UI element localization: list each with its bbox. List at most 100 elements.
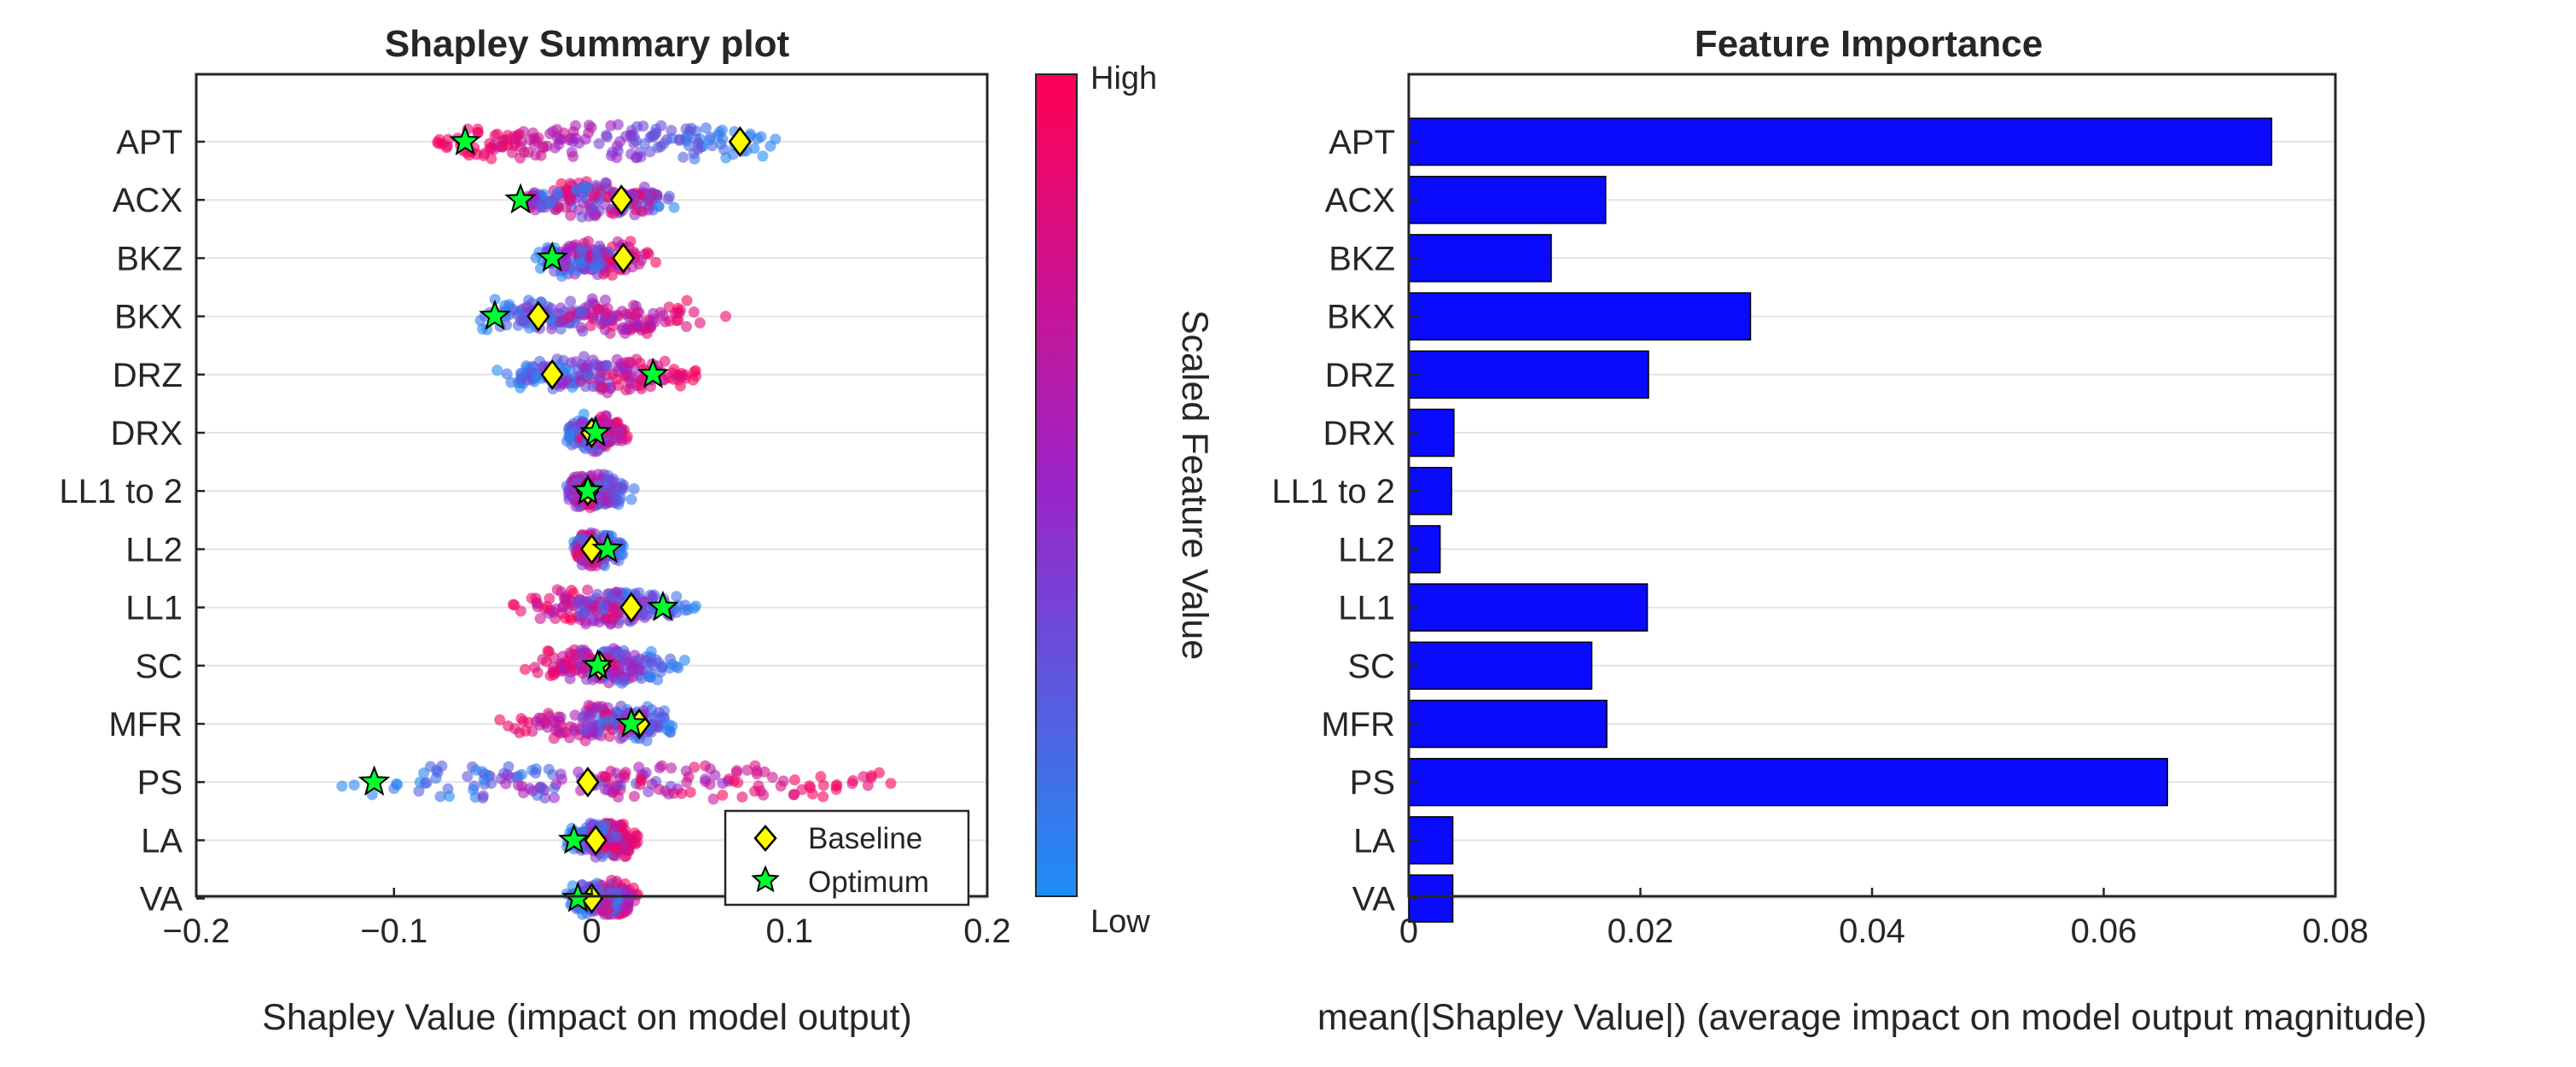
summary-point bbox=[668, 787, 680, 799]
summary-point bbox=[577, 325, 589, 337]
importance-bar-ps bbox=[1408, 757, 2168, 807]
summary-point bbox=[563, 432, 575, 444]
summary-point bbox=[620, 384, 632, 396]
optimum-marker-acx bbox=[504, 183, 537, 214]
summary-point bbox=[709, 769, 721, 781]
summary-point bbox=[518, 315, 530, 327]
summary-point bbox=[599, 294, 611, 306]
summary-point bbox=[672, 662, 684, 673]
summary-point bbox=[513, 128, 525, 140]
importance-feature-label-ll1-to-2: LL1 to 2 bbox=[1271, 473, 1395, 510]
summary-point bbox=[392, 778, 404, 790]
summary-point bbox=[618, 673, 629, 685]
summary-point bbox=[602, 359, 613, 371]
summary-point bbox=[533, 712, 545, 724]
summary-point bbox=[555, 316, 567, 328]
summary-point bbox=[678, 655, 690, 666]
summary-point bbox=[527, 785, 538, 796]
summary-point bbox=[654, 306, 666, 318]
importance-xtick-label: 0.02 bbox=[1608, 912, 1674, 950]
summary-point bbox=[597, 902, 609, 914]
legend-optimum-marker[interactable] bbox=[751, 865, 780, 893]
importance-feature-label-acx: ACX bbox=[1325, 182, 1395, 219]
summary-point bbox=[755, 131, 767, 143]
summary-point bbox=[507, 598, 519, 610]
summary-point bbox=[535, 201, 547, 213]
summary-point bbox=[503, 301, 515, 313]
importance-bar-bkx bbox=[1408, 292, 1752, 341]
summary-point bbox=[515, 713, 527, 725]
summary-point bbox=[590, 179, 602, 191]
summary-point bbox=[633, 587, 645, 598]
summary-point bbox=[594, 370, 606, 382]
summary-point bbox=[717, 790, 729, 801]
summary-point bbox=[625, 149, 637, 160]
summary-points-acx bbox=[521, 176, 680, 223]
importance-feature-label-drx: DRX bbox=[1323, 415, 1395, 452]
summary-point bbox=[575, 306, 587, 318]
summary-feature-label-bkz: BKZ bbox=[116, 240, 183, 277]
summary-point bbox=[559, 260, 571, 272]
summary-point bbox=[593, 616, 605, 628]
summary-markers bbox=[358, 125, 752, 914]
summary-point bbox=[489, 294, 501, 306]
summary-point bbox=[541, 600, 553, 612]
summary-point bbox=[613, 791, 624, 803]
summary-point bbox=[620, 886, 632, 898]
summary-point bbox=[631, 120, 643, 132]
importance-x-axis-label: mean(|Shapley Value|) (average impact on… bbox=[1317, 997, 2427, 1038]
summary-point bbox=[529, 662, 541, 673]
summary-point bbox=[503, 761, 515, 773]
summary-point bbox=[567, 136, 579, 148]
summary-point bbox=[491, 364, 503, 376]
importance-feature-label-ll2: LL2 bbox=[1338, 531, 1395, 568]
importance-bar-mfr bbox=[1408, 699, 1608, 749]
summary-point bbox=[730, 767, 742, 778]
importance-feature-label-bkz: BKZ bbox=[1329, 240, 1395, 277]
optimum-marker-drz bbox=[637, 357, 670, 388]
summary-point bbox=[477, 790, 489, 802]
summary-point bbox=[575, 257, 587, 269]
summary-point bbox=[610, 586, 622, 598]
summary-feature-label-mfr: MFR bbox=[108, 706, 183, 743]
summary-point bbox=[628, 790, 640, 802]
summary-point bbox=[672, 302, 683, 314]
summary-point bbox=[757, 150, 769, 162]
summary-point bbox=[707, 140, 718, 152]
summary-xtick-label: −0.1 bbox=[360, 912, 427, 950]
summary-point bbox=[654, 141, 666, 153]
summary-point bbox=[590, 560, 602, 572]
summary-point bbox=[641, 328, 653, 340]
summary-point bbox=[646, 778, 658, 790]
summary-point bbox=[520, 726, 532, 737]
summary-point bbox=[348, 779, 360, 791]
summary-point bbox=[565, 295, 577, 307]
summary-plot: Shapley Summary plot APT ACX BKZ BKX DRZ DRX L… bbox=[59, 23, 1215, 1038]
importance-bar-va bbox=[1408, 874, 1454, 923]
summary-point bbox=[583, 120, 595, 131]
summary-point bbox=[688, 306, 700, 318]
baseline-marker-acx bbox=[609, 184, 633, 216]
importance-bar-apt bbox=[1408, 117, 2273, 166]
summary-point bbox=[602, 303, 613, 315]
summary-point bbox=[604, 731, 616, 743]
summary-point bbox=[600, 819, 612, 831]
summary-point bbox=[858, 771, 869, 783]
importance-bar-sc bbox=[1408, 641, 1593, 691]
summary-x-ticks: −0.2 −0.1 0 0.1 0.2 bbox=[163, 888, 1011, 950]
summary-point bbox=[520, 360, 532, 372]
summary-point bbox=[544, 128, 555, 140]
summary-point bbox=[600, 771, 612, 783]
summary-point bbox=[602, 496, 613, 508]
summary-point bbox=[515, 152, 526, 164]
summary-point bbox=[515, 605, 526, 617]
summary-point bbox=[661, 724, 673, 736]
summary-point bbox=[617, 548, 629, 560]
summary-point bbox=[566, 585, 578, 596]
importance-plot: Feature Importance APT ACX BKZ BKX DRZ DRX LL1… bbox=[1271, 23, 2427, 1038]
summary-point bbox=[543, 763, 555, 775]
summary-point bbox=[336, 780, 348, 792]
summary-point bbox=[650, 256, 661, 268]
summary-point bbox=[590, 249, 602, 260]
